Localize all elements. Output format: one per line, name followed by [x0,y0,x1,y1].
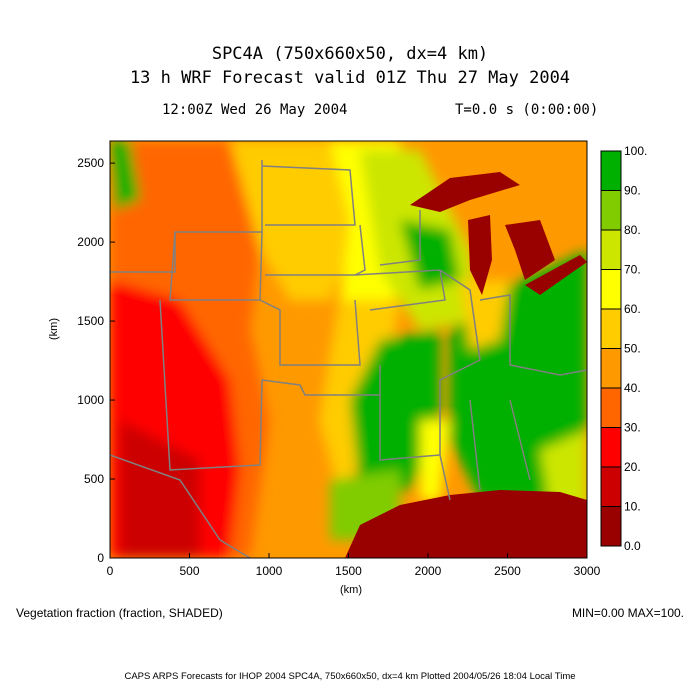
x-tick-label: 0 [107,564,114,578]
colorbar-swatch [600,506,622,547]
colorbar-label: 60. [624,302,641,316]
x-tick-label: 2000 [415,564,442,578]
x-tick-label: 1000 [256,564,283,578]
colorbar-swatch [600,308,622,349]
colorbar-label: 40. [624,381,641,395]
y-axis-label: (km) [48,318,60,340]
x-tick-label: 2500 [494,564,521,578]
colorbar-label: 70. [624,263,641,277]
colorbar-label: 100. [624,144,647,158]
lake-huron [505,220,555,280]
title-line-2: 13 h WRF Forecast valid 01Z Thu 27 May 2… [129,68,571,88]
lake-michigan [468,215,492,295]
y-tick-label: 0 [97,551,104,565]
init-time: 12:00Z Wed 26 May 2004 [162,102,348,118]
vegetation-field [110,141,587,558]
y-tick-label: 1500 [77,314,104,328]
x-tick-label: 500 [179,564,199,578]
min-max-label: MIN=0.00 MAX=100. [571,606,684,620]
colorbar-label: 20. [624,460,641,474]
y-tick-label: 500 [84,472,104,486]
colorbar-label: 80. [624,223,641,237]
lake-superior [410,172,520,212]
colorbar-swatch [600,348,622,389]
footer-credit: CAPS ARPS Forecasts for IHOP 2004 SPC4A,… [124,671,576,682]
state-borders [110,160,587,558]
colorbar-swatch [600,229,622,270]
colorbar-swatch [600,190,622,231]
y-tick-label: 2000 [77,235,104,249]
x-tick-label: 1500 [335,564,362,578]
x-axis-label: (km) [340,584,362,596]
colorbar-label: 0.0 [624,539,641,553]
title-line-1: SPC4A (750x660x50, dx=4 km) [211,44,489,64]
model-time: T=0.0 s (0:00:00) [455,102,599,118]
gulf-of-mexico [345,490,587,558]
colorbar-swatch [600,427,622,468]
y-axis: 0 500 1000 1500 2000 2500 [77,156,115,565]
colorbar-swatch [600,466,622,507]
field-label: Vegetation fraction (fraction, SHADED) [16,606,223,620]
colorbar-swatch [600,387,622,428]
colorbar-swatch [600,269,622,310]
y-tick-label: 2500 [77,156,104,170]
lake-erie [525,255,587,295]
colorbar: 0.0 10. 20. 30. 40. 50. 60. 70. 80. 90. 100. [600,144,647,553]
colorbar-swatch [600,150,622,191]
y-tick-label: 1000 [77,393,104,407]
x-axis: 0 500 1000 1500 2000 2500 3000 [107,553,601,578]
colorbar-label: 90. [624,184,641,198]
x-tick-label: 3000 [574,564,601,578]
colorbar-label: 50. [624,342,641,356]
colorbar-label: 10. [624,500,641,514]
colorbar-label: 30. [624,421,641,435]
